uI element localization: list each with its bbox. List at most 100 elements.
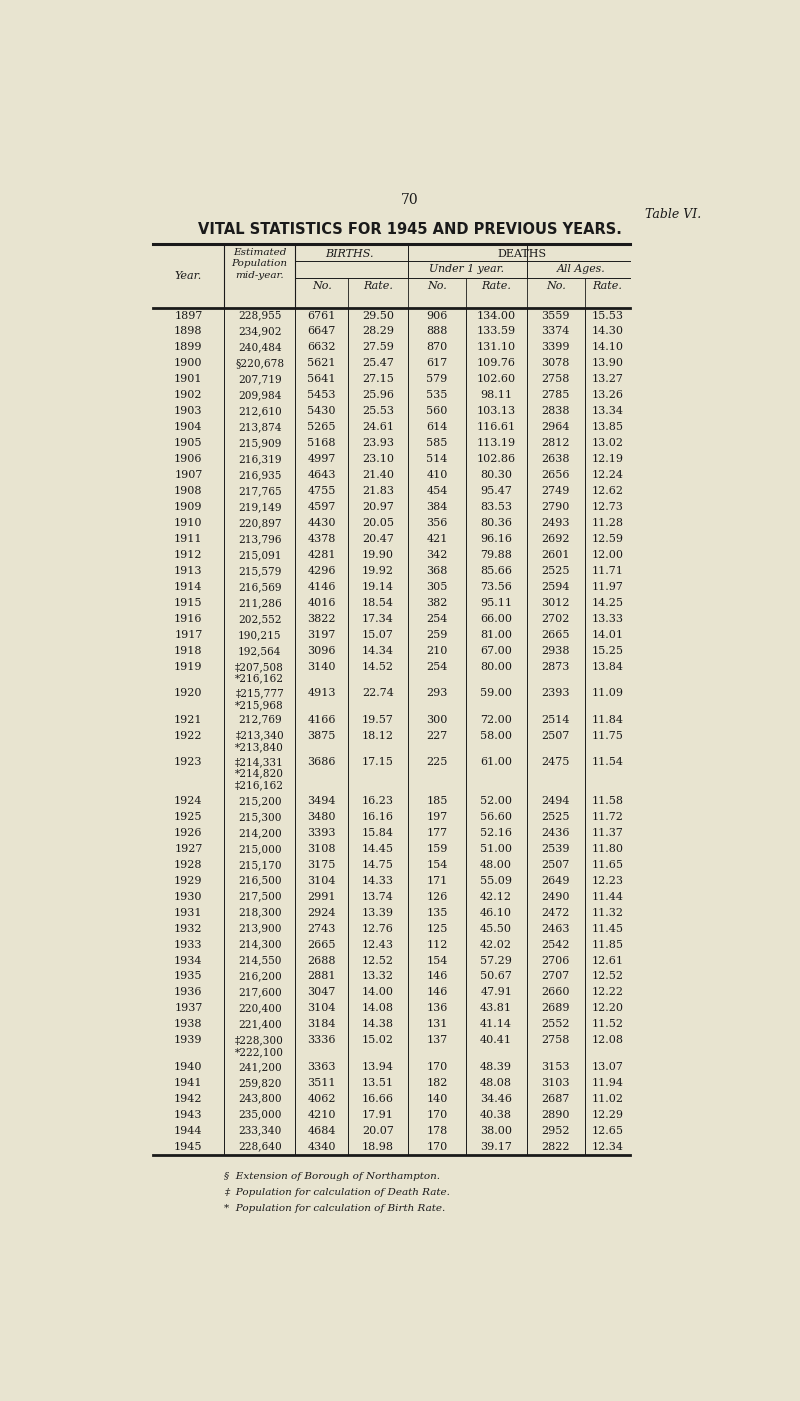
Text: 25.53: 25.53 [362,406,394,416]
Text: 116.61: 116.61 [477,422,516,433]
Text: 3012: 3012 [542,598,570,608]
Text: 171: 171 [426,876,447,885]
Text: 154: 154 [426,860,448,870]
Text: 368: 368 [426,566,448,576]
Text: 79.88: 79.88 [480,551,512,560]
Text: 80.00: 80.00 [480,661,512,671]
Text: 585: 585 [426,439,448,448]
Text: 56.60: 56.60 [480,811,512,822]
Text: 11.94: 11.94 [591,1077,623,1087]
Text: 14.34: 14.34 [362,646,394,656]
Text: 228,955: 228,955 [238,311,282,321]
Text: 13.51: 13.51 [362,1077,394,1087]
Text: 197: 197 [426,811,447,822]
Text: 241,200: 241,200 [238,1062,282,1072]
Text: §220,678: §220,678 [235,359,284,368]
Text: 2552: 2552 [542,1020,570,1030]
Text: 207,719: 207,719 [238,374,282,384]
Text: 410: 410 [426,471,448,481]
Text: 3096: 3096 [307,646,336,656]
Text: 14.08: 14.08 [362,1003,394,1013]
Text: 182: 182 [426,1077,448,1087]
Text: 560: 560 [426,406,448,416]
Text: 11.72: 11.72 [591,811,623,822]
Text: 12.76: 12.76 [362,923,394,933]
Text: 170: 170 [426,1142,447,1152]
Text: ‡214,331
*214,820
‡216,162: ‡214,331 *214,820 ‡216,162 [235,757,284,790]
Text: 4296: 4296 [307,566,336,576]
Text: 5265: 5265 [307,422,336,433]
Text: 2687: 2687 [542,1094,570,1104]
Text: 1941: 1941 [174,1077,202,1087]
Text: 5453: 5453 [307,391,336,401]
Text: 11.58: 11.58 [591,796,623,806]
Text: 14.30: 14.30 [591,326,623,336]
Text: 1897: 1897 [174,311,202,321]
Text: 134.00: 134.00 [477,311,516,321]
Text: 11.45: 11.45 [591,923,623,933]
Text: 131: 131 [426,1020,448,1030]
Text: 220,400: 220,400 [238,1003,282,1013]
Text: 11.75: 11.75 [591,730,623,741]
Text: 12.29: 12.29 [591,1110,623,1119]
Text: 1901: 1901 [174,374,202,384]
Text: 48.39: 48.39 [480,1062,512,1072]
Text: 11.84: 11.84 [591,715,623,724]
Text: 1899: 1899 [174,342,202,353]
Text: 2475: 2475 [542,757,570,766]
Text: 13.27: 13.27 [591,374,623,384]
Text: 11.80: 11.80 [591,843,623,853]
Text: 2812: 2812 [542,439,570,448]
Text: Year.: Year. [174,270,202,282]
Text: 3153: 3153 [542,1062,570,1072]
Text: 2525: 2525 [542,566,570,576]
Text: 140: 140 [426,1094,448,1104]
Text: 28.29: 28.29 [362,326,394,336]
Text: 3686: 3686 [307,757,336,766]
Text: 5168: 5168 [307,439,336,448]
Text: 216,569: 216,569 [238,581,282,593]
Text: 3175: 3175 [307,860,336,870]
Text: 61.00: 61.00 [480,757,512,766]
Text: 1913: 1913 [174,566,202,576]
Text: 217,600: 217,600 [238,988,282,998]
Text: 20.05: 20.05 [362,518,394,528]
Text: 12.43: 12.43 [362,940,394,950]
Text: 2490: 2490 [542,891,570,902]
Text: 1900: 1900 [174,359,202,368]
Text: 1922: 1922 [174,730,202,741]
Text: 5641: 5641 [307,374,336,384]
Text: 2689: 2689 [542,1003,570,1013]
Text: 11.02: 11.02 [591,1094,623,1104]
Text: 5430: 5430 [307,406,336,416]
Text: 454: 454 [426,486,448,496]
Text: 2749: 2749 [542,486,570,496]
Text: 80.36: 80.36 [480,518,512,528]
Text: 1920: 1920 [174,688,202,698]
Text: 2692: 2692 [542,534,570,544]
Text: ‡213,340
*213,840: ‡213,340 *213,840 [235,730,284,752]
Text: 906: 906 [426,311,448,321]
Text: 57.29: 57.29 [480,955,512,965]
Text: 19.90: 19.90 [362,551,394,560]
Text: 178: 178 [426,1125,447,1136]
Text: 214,200: 214,200 [238,828,282,838]
Text: 15.53: 15.53 [591,311,623,321]
Text: 1933: 1933 [174,940,202,950]
Text: 19.92: 19.92 [362,566,394,576]
Text: 6761: 6761 [307,311,336,321]
Text: 421: 421 [426,534,448,544]
Text: 14.33: 14.33 [362,876,394,885]
Text: 66.00: 66.00 [480,614,512,623]
Text: 1915: 1915 [174,598,202,608]
Text: 1937: 1937 [174,1003,202,1013]
Text: 13.90: 13.90 [591,359,623,368]
Text: 2494: 2494 [542,796,570,806]
Text: 1944: 1944 [174,1125,202,1136]
Text: 870: 870 [426,342,447,353]
Text: 3511: 3511 [307,1077,336,1087]
Text: 14.45: 14.45 [362,843,394,853]
Text: 243,800: 243,800 [238,1094,282,1104]
Text: 4755: 4755 [307,486,336,496]
Text: 2743: 2743 [307,923,336,933]
